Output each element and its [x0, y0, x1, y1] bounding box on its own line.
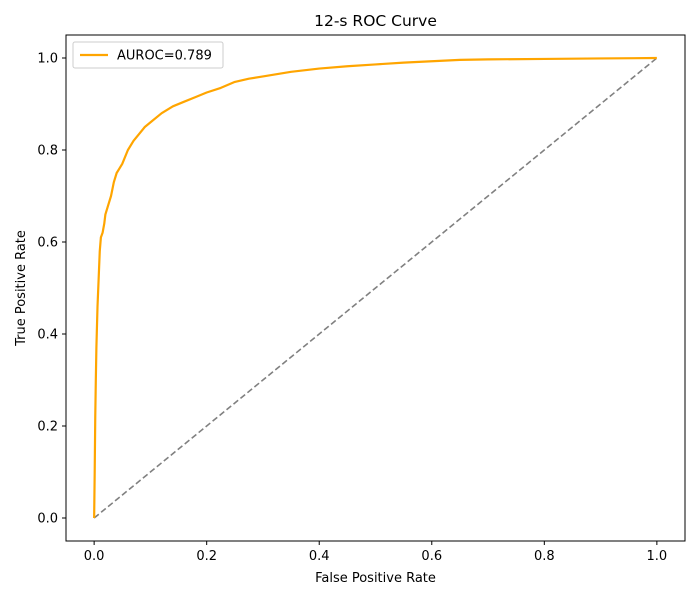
chance-diagonal-line	[93, 57, 658, 519]
legend-box	[72, 41, 224, 69]
y-tick-label: 0.2	[37, 420, 58, 435]
x-tick-label: 0.6	[421, 549, 442, 564]
y-tick-label: 1.0	[37, 52, 58, 67]
y-tick-label: 0.4	[37, 328, 58, 343]
plot-frame	[65, 34, 686, 542]
series-layer	[93, 56, 658, 519]
y-tick-label: 0.8	[37, 144, 58, 159]
legend: AUROC=0.789	[72, 41, 224, 69]
y-tick-label: 0.6	[37, 236, 58, 251]
x-tick-label: 0.4	[309, 549, 330, 564]
roc-curve-line	[93, 56, 657, 519]
x-tick-label: 0.2	[196, 549, 217, 564]
x-tick-label: 0.0	[84, 549, 105, 564]
ticks-layer: 0.0 0.2 0.4 0.6 0.8 1.0 0.0 0.2 0.4 0.6 0.8 1.0	[37, 52, 667, 565]
y-tick-label: 0.0	[37, 512, 58, 527]
y-axis-title: True Positive Rate	[14, 230, 29, 347]
chart-title: 12-s ROC Curve	[314, 12, 437, 30]
x-tick-label: 0.8	[534, 549, 555, 564]
x-axis-title: False Positive Rate	[315, 571, 436, 586]
x-tick-label: 1.0	[647, 549, 668, 564]
legend-label: AUROC=0.789	[117, 49, 212, 64]
